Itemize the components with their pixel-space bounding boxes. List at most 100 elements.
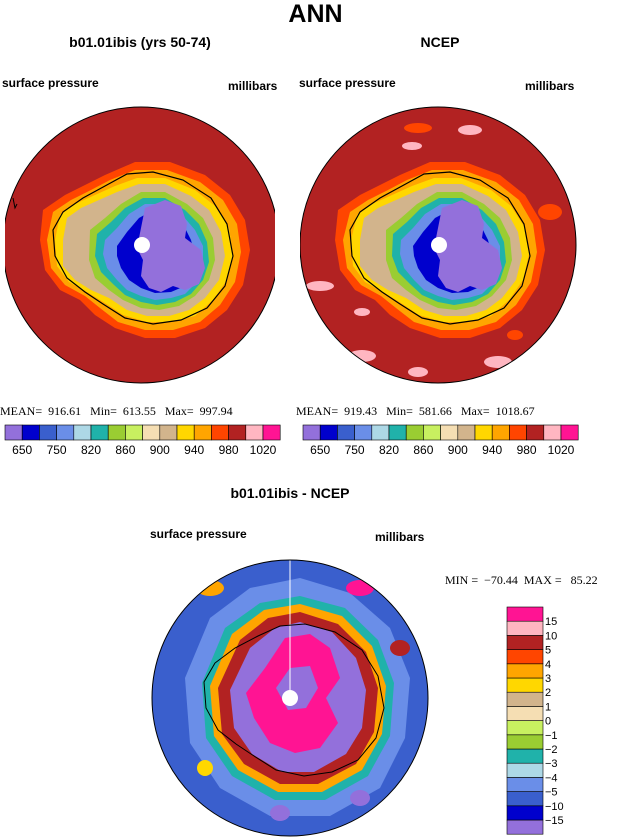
colorbar-swatch bbox=[193, 424, 212, 441]
colorbar-swatch bbox=[302, 424, 321, 441]
pole-marker bbox=[431, 237, 447, 253]
colorbar-tick-label: 860 bbox=[115, 443, 135, 457]
map-panel-ncep bbox=[300, 106, 577, 384]
colorbar-swatch bbox=[107, 424, 126, 441]
max-value: 85.22 bbox=[570, 573, 598, 587]
max-value: 997.94 bbox=[199, 404, 233, 418]
panel2-variable-label: surface pressure bbox=[299, 76, 396, 90]
colorbar-tick-label: −10 bbox=[545, 801, 564, 813]
colorbar-swatch bbox=[354, 424, 373, 441]
colorbar-swatch bbox=[560, 424, 579, 441]
colorbar-swatch bbox=[506, 606, 544, 622]
coastline bbox=[52, 171, 234, 325]
colorbar-tick-label: 2 bbox=[545, 687, 551, 699]
anomaly-blob bbox=[458, 125, 482, 135]
colorbar-swatch bbox=[262, 424, 281, 441]
anomaly-blob bbox=[270, 805, 290, 821]
colorbar-tick-label: 5 bbox=[545, 645, 551, 657]
colorbar-tick-label: 650 bbox=[310, 443, 330, 457]
colorbar-tick-label: 4 bbox=[545, 659, 551, 671]
anomaly-blob bbox=[538, 204, 562, 220]
colorbar-swatch bbox=[526, 424, 545, 441]
anomaly-blob bbox=[354, 308, 370, 316]
diff-units-label: millibars bbox=[375, 530, 425, 544]
anomaly-blob bbox=[197, 760, 213, 776]
colorbar-tick-label: 820 bbox=[379, 443, 399, 457]
colorbar-swatch bbox=[506, 791, 544, 807]
colorbar-swatch bbox=[474, 424, 493, 441]
colorbar-swatch bbox=[73, 424, 92, 441]
panel1-stats: MEAN= 916.61 Min= 613.55 Max= 997.94 bbox=[0, 404, 233, 419]
anomaly-blob bbox=[346, 580, 374, 596]
coastline bbox=[203, 623, 385, 777]
colorbar-tick-label: 940 bbox=[482, 443, 502, 457]
mean-value: 916.61 bbox=[48, 404, 82, 418]
panel2-stats: MEAN= 919.43 Min= 581.66 Max= 1018.67 bbox=[296, 404, 535, 419]
colorbar-swatch bbox=[506, 706, 544, 721]
colorbar-swatch bbox=[39, 424, 57, 441]
panel1-variable-label: surface pressure bbox=[2, 76, 99, 90]
colorbar-ncep: 650 750 820 860 900 940 980 1020 bbox=[302, 424, 579, 457]
colorbar-swatch bbox=[4, 424, 23, 441]
anomaly-blob bbox=[390, 640, 410, 656]
colorbar-tick-label: 1020 bbox=[250, 443, 277, 457]
min-value: 613.55 bbox=[122, 404, 156, 418]
colorbar-tick-label: −5 bbox=[545, 787, 558, 799]
mean-label: MEAN= bbox=[0, 404, 43, 418]
colorbar-swatch bbox=[506, 691, 544, 707]
colorbar-swatch bbox=[506, 649, 544, 665]
colorbar-tick-label: 15 bbox=[545, 616, 557, 628]
panel1-units-label: millibars bbox=[228, 79, 278, 93]
map-boundary bbox=[5, 106, 275, 384]
colorbar-swatch bbox=[388, 424, 407, 441]
diff-title: b01.01ibis - NCEP bbox=[230, 485, 350, 501]
mean-label: MEAN= bbox=[296, 404, 339, 418]
min-label: MIN = bbox=[445, 573, 479, 587]
colorbar-swatch bbox=[211, 424, 229, 441]
colorbar-tick-label: −4 bbox=[545, 772, 558, 784]
mean-value: 919.43 bbox=[344, 404, 378, 418]
diff-stats: MIN = −70.44 MAX = 85.22 bbox=[445, 573, 598, 588]
min-value: −70.44 bbox=[484, 573, 518, 587]
colorbar-tick-label: −2 bbox=[545, 744, 558, 756]
colorbar-swatch bbox=[506, 677, 544, 693]
colorbar-tick-label: 820 bbox=[81, 443, 101, 457]
pole-marker bbox=[282, 690, 298, 706]
panel2-title: NCEP bbox=[420, 34, 460, 50]
colorbar-swatch bbox=[142, 424, 161, 441]
anomaly-blob bbox=[404, 123, 432, 133]
map-panel-difference bbox=[151, 559, 429, 837]
colorbar-swatch bbox=[56, 424, 75, 441]
colorbar-swatch bbox=[405, 424, 424, 441]
min-label: Min= bbox=[90, 404, 117, 418]
colorbar-tick-label: 980 bbox=[219, 443, 239, 457]
colorbar-swatch bbox=[176, 424, 195, 441]
colorbar-swatch bbox=[440, 424, 459, 441]
colorbar-swatch bbox=[506, 663, 544, 679]
colorbar-swatch bbox=[506, 734, 544, 750]
colorbar-swatch bbox=[506, 635, 544, 650]
colorbar-tick-label: 750 bbox=[345, 443, 365, 457]
map-panel-model bbox=[5, 106, 275, 384]
min-label: Min= bbox=[386, 404, 413, 418]
colorbar-tick-label: 900 bbox=[448, 443, 468, 457]
panel2-units-label: millibars bbox=[525, 79, 575, 93]
page-title: ANN bbox=[288, 0, 343, 28]
anomaly-blob bbox=[507, 330, 523, 340]
colorbar-swatch bbox=[159, 424, 178, 441]
panel1-title: b01.01ibis (yrs 50-74) bbox=[69, 34, 211, 50]
colorbar-swatch bbox=[506, 805, 544, 821]
colorbar-swatch bbox=[543, 424, 562, 441]
colorbar-swatch bbox=[457, 424, 476, 441]
colorbar-model: 650 750 820 860 900 940 980 1020 bbox=[4, 424, 281, 457]
colorbar-tick-label: 1020 bbox=[548, 443, 575, 457]
colorbar-swatch bbox=[90, 424, 109, 441]
diff-variable-label: surface pressure bbox=[150, 527, 247, 541]
anomaly-blob bbox=[306, 281, 334, 291]
colorbar-swatch bbox=[423, 424, 441, 441]
colorbar-swatch bbox=[506, 720, 544, 736]
colorbar-tick-label: −1 bbox=[545, 730, 558, 742]
map-boundary bbox=[300, 106, 577, 384]
colorbar-tick-label: 10 bbox=[545, 630, 557, 642]
